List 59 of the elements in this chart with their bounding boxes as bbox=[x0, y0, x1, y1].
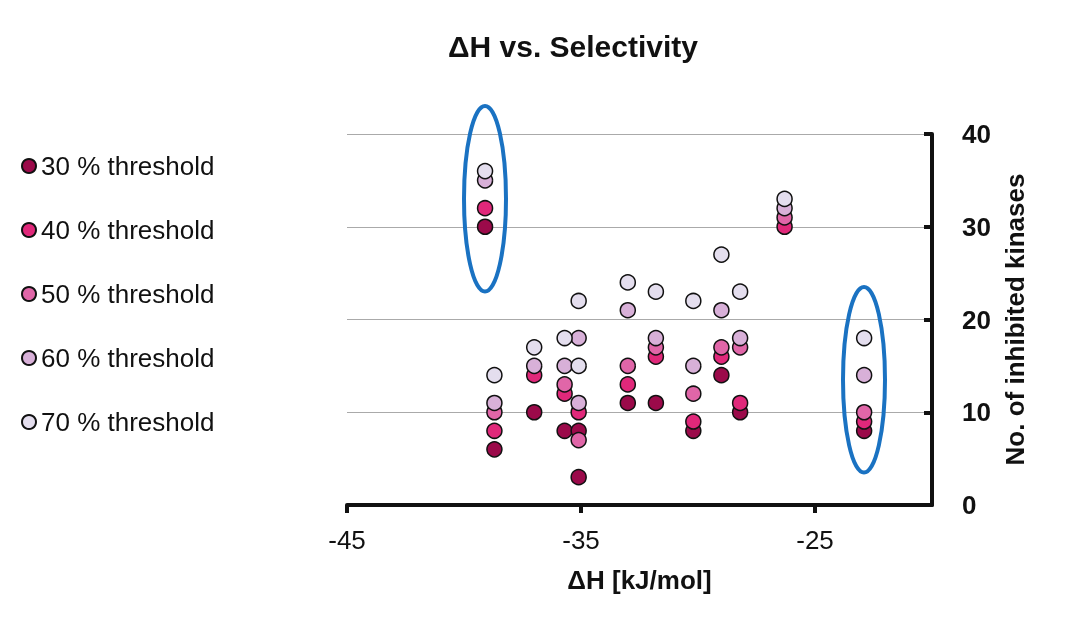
point bbox=[525, 404, 543, 421]
point bbox=[855, 404, 873, 421]
legend-label: 50 % threshold bbox=[41, 279, 215, 309]
point bbox=[476, 162, 494, 180]
point bbox=[570, 292, 587, 310]
point bbox=[731, 394, 749, 412]
point bbox=[570, 468, 587, 486]
point bbox=[619, 376, 637, 393]
x-tick-label: -35 bbox=[562, 525, 600, 555]
point bbox=[556, 357, 573, 375]
legend-label: 40 % threshold bbox=[41, 215, 215, 245]
point bbox=[556, 376, 573, 393]
point bbox=[685, 357, 702, 375]
point bbox=[619, 357, 637, 375]
x-axis-title: ΔH [kJ/mol] bbox=[567, 565, 712, 595]
point bbox=[685, 292, 702, 310]
y-tick-label: 30 bbox=[962, 211, 991, 242]
x-tick-label: -45 bbox=[328, 525, 366, 555]
y-tick-label: 20 bbox=[962, 304, 991, 335]
point bbox=[647, 329, 665, 347]
point bbox=[556, 329, 573, 347]
point bbox=[476, 218, 494, 235]
x-tick-label: -25 bbox=[796, 525, 834, 555]
point bbox=[556, 422, 573, 440]
point bbox=[570, 394, 587, 412]
point bbox=[619, 301, 637, 319]
point bbox=[525, 357, 543, 375]
point bbox=[855, 329, 873, 347]
point bbox=[525, 339, 543, 356]
y-tick-label: 10 bbox=[962, 397, 991, 428]
point bbox=[486, 394, 503, 412]
point bbox=[647, 283, 665, 300]
point bbox=[619, 394, 637, 412]
point bbox=[476, 199, 494, 217]
y-tick-label: 0 bbox=[962, 490, 977, 520]
y-axis-title: No. of inhibited kinases bbox=[1000, 173, 1030, 466]
point bbox=[713, 301, 730, 319]
point bbox=[619, 274, 637, 291]
point bbox=[570, 329, 587, 347]
chart-title: ΔH vs. Selectivity bbox=[447, 29, 699, 63]
point bbox=[713, 366, 730, 384]
point bbox=[731, 283, 749, 300]
point bbox=[486, 441, 503, 458]
point bbox=[776, 190, 793, 208]
point bbox=[486, 366, 503, 384]
point bbox=[685, 413, 702, 430]
legend-label: 30 % threshold bbox=[41, 151, 215, 181]
point bbox=[713, 246, 730, 263]
point bbox=[647, 394, 665, 412]
legend-label: 60 % threshold bbox=[41, 343, 215, 373]
point bbox=[713, 339, 730, 356]
y-tick-label: 40 bbox=[962, 119, 991, 149]
point bbox=[486, 422, 503, 440]
point bbox=[731, 329, 749, 347]
point bbox=[855, 366, 873, 384]
legend-label: 70 % threshold bbox=[41, 407, 215, 437]
point bbox=[570, 357, 587, 375]
point bbox=[685, 385, 702, 402]
point bbox=[570, 431, 587, 449]
